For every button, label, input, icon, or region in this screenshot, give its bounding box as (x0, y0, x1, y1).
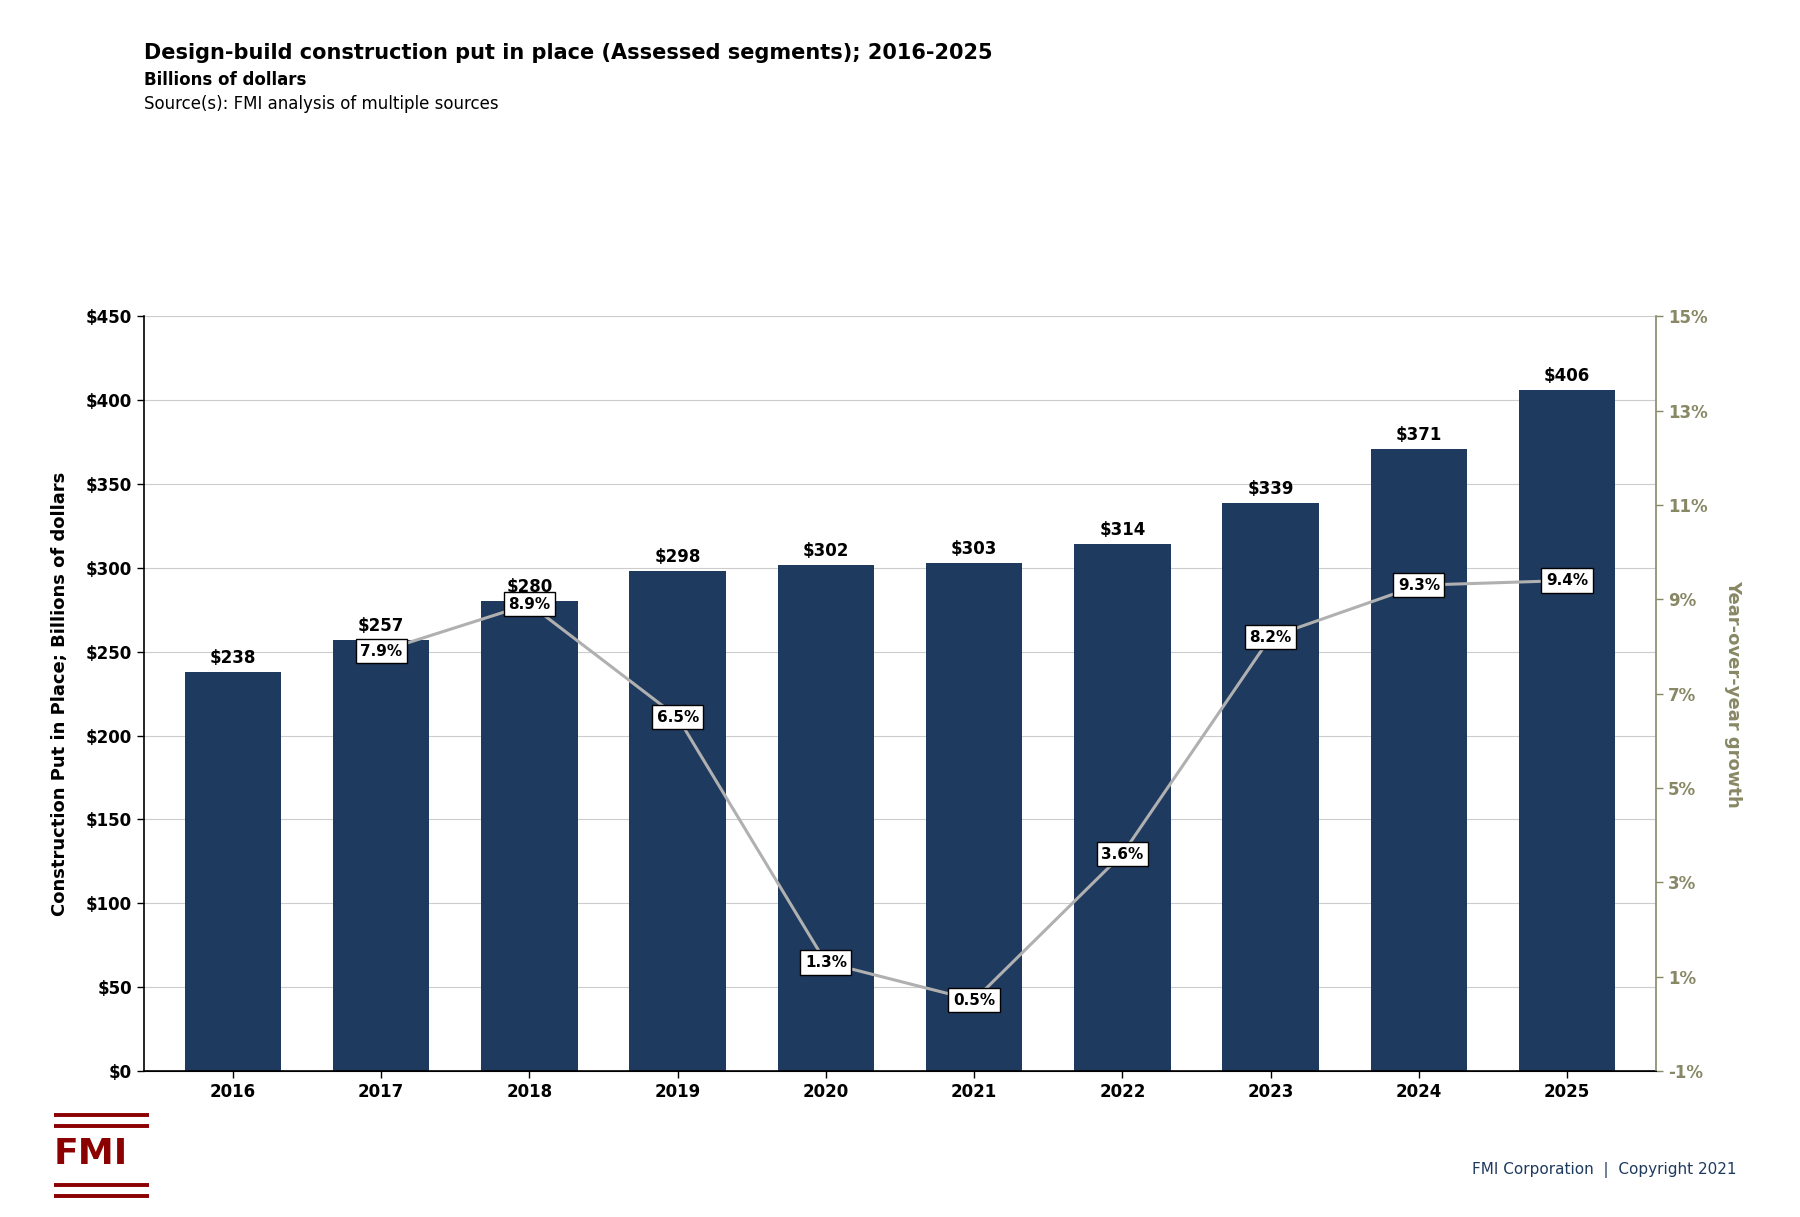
Text: 3.6%: 3.6% (1102, 847, 1143, 862)
Bar (481, 601, 578, 1071)
Text: FMI Corporation  |  Copyright 2021: FMI Corporation | Copyright 2021 (1472, 1162, 1737, 1178)
Text: 0.5%: 0.5% (952, 993, 995, 1008)
Bar (630, 571, 725, 1071)
Text: 9.3%: 9.3% (1399, 578, 1440, 593)
Text: $371: $371 (1395, 426, 1442, 444)
Text: 1.3%: 1.3% (805, 955, 846, 970)
Text: 9.4%: 9.4% (1546, 573, 1588, 588)
Text: Design-build construction put in place (Assessed segments); 2016-2025: Design-build construction put in place (… (144, 43, 992, 62)
Y-axis label: Year-over-year growth: Year-over-year growth (1724, 579, 1742, 808)
Text: 6.5%: 6.5% (657, 710, 698, 725)
Text: $303: $303 (950, 540, 997, 557)
Text: $314: $314 (1100, 521, 1145, 539)
Bar (333, 640, 430, 1071)
Text: Source(s): FMI analysis of multiple sources: Source(s): FMI analysis of multiple sour… (144, 95, 499, 113)
Text: $257: $257 (358, 617, 405, 635)
Bar (925, 563, 1022, 1071)
Text: $298: $298 (655, 548, 700, 566)
Bar (1519, 391, 1615, 1071)
Bar (1370, 449, 1467, 1071)
Bar (1222, 503, 1319, 1071)
Text: $406: $406 (1544, 368, 1589, 385)
Text: 8.2%: 8.2% (1249, 629, 1292, 645)
Bar (778, 565, 875, 1071)
Y-axis label: Construction Put in Place; Billions of dollars: Construction Put in Place; Billions of d… (50, 471, 68, 916)
Text: $339: $339 (1247, 479, 1294, 498)
Text: 7.9%: 7.9% (360, 644, 401, 658)
Text: $238: $238 (211, 649, 256, 667)
Text: Billions of dollars: Billions of dollars (144, 71, 306, 89)
Bar (185, 672, 281, 1071)
Text: FMI: FMI (54, 1137, 128, 1171)
Text: 8.9%: 8.9% (508, 596, 551, 612)
Text: $280: $280 (506, 578, 553, 596)
Bar (1075, 544, 1170, 1071)
Text: $302: $302 (803, 542, 850, 560)
